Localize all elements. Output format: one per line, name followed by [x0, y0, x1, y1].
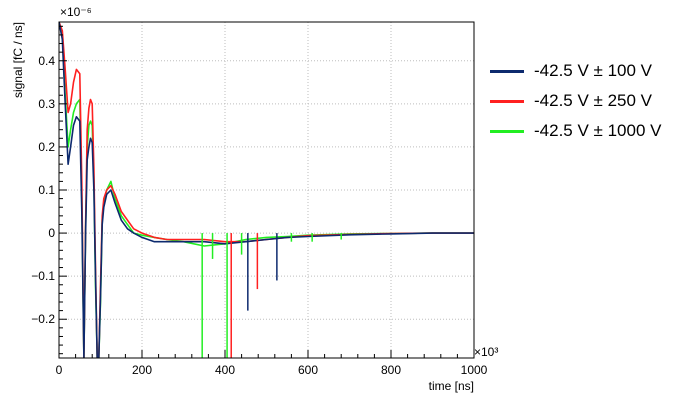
legend-item: -42.5 V ± 100 V: [490, 56, 685, 86]
series-line: [59, 22, 474, 358]
y-tick-label: 0.4: [38, 54, 55, 68]
y-tick-label: 0.2: [38, 140, 55, 154]
legend-swatch: [490, 99, 524, 103]
y-tick-label: 0.3: [38, 97, 55, 111]
x-tick-label: 400: [215, 363, 235, 377]
y-tick-label: −0.2: [31, 312, 55, 326]
x-axis-exponent: ×10³: [474, 345, 498, 359]
legend-label: -42.5 V ± 100 V: [534, 61, 653, 80]
legend-item: -42.5 V ± 1000 V: [490, 116, 685, 146]
grid: [58, 22, 475, 358]
legend-swatch: [490, 129, 524, 133]
y-axis-title: signal [fC / ns]: [11, 22, 25, 98]
legend-label: -42.5 V ± 1000 V: [534, 121, 662, 140]
x-tick-label: 0: [56, 363, 63, 377]
y-tick-label: −0.1: [31, 269, 55, 283]
x-tick-label: 200: [132, 363, 152, 377]
legend-label: -42.5 V ± 250 V: [534, 91, 653, 110]
legend: -42.5 V ± 100 V -42.5 V ± 250 V -42.5 V …: [490, 56, 685, 146]
legend-item: -42.5 V ± 250 V: [490, 86, 685, 116]
y-tick-label: 0.1: [38, 183, 55, 197]
x-tick-label: 800: [381, 363, 401, 377]
ticks: 0 200 400 600 800 1000 −0.2 −0.1 0 0.1 0.2 0.3 0.4: [31, 25, 488, 377]
legend-swatch: [490, 69, 524, 73]
y-tick-label: 0: [48, 226, 55, 240]
x-tick-label: 600: [298, 363, 318, 377]
x-axis-title: time [ns]: [429, 379, 474, 393]
x-tick-label: 1000: [461, 363, 488, 377]
y-axis-exponent: ×10⁻⁶: [60, 5, 92, 19]
series-layer: [59, 22, 474, 358]
